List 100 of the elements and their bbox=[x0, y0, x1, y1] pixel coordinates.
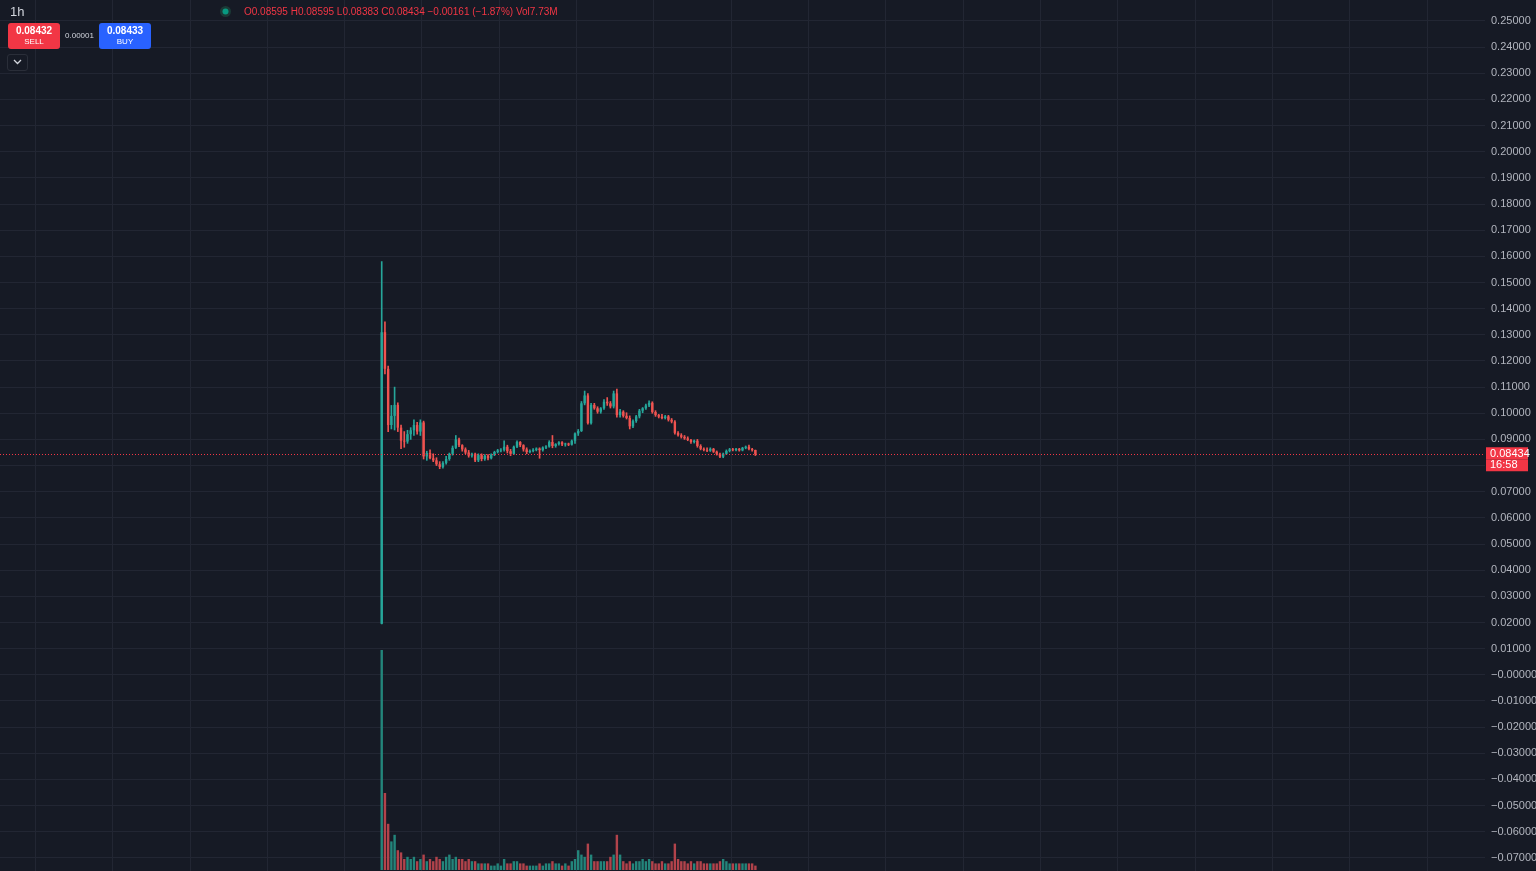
candlestick bbox=[522, 444, 525, 452]
candlestick bbox=[567, 442, 570, 447]
y-tick-label: 0.06000 bbox=[1491, 510, 1531, 523]
bar bbox=[583, 856, 586, 870]
candlestick bbox=[686, 436, 689, 442]
bar bbox=[754, 865, 757, 870]
candlestick bbox=[464, 447, 467, 455]
annotation: BUY bbox=[115, 37, 135, 47]
candlestick bbox=[638, 409, 641, 419]
bar bbox=[419, 859, 422, 870]
candlestick bbox=[435, 457, 438, 466]
candlestick bbox=[622, 410, 625, 418]
y-tick-label: 0.11000 bbox=[1491, 380, 1530, 393]
y-tick-label: 0.01000 bbox=[1491, 641, 1531, 654]
text: O0.08595 H0.08595 L0.08383 C0.08434 −0.00161 (−1.87%) Vol7.73M bbox=[244, 5, 558, 18]
y-tick-label: −0.02000 bbox=[1491, 720, 1536, 733]
y-tick-label: 0.04000 bbox=[1491, 563, 1531, 576]
candlestick bbox=[609, 401, 612, 409]
bar bbox=[725, 861, 728, 870]
bar bbox=[622, 861, 625, 870]
sell-button: 0.08432 SELL bbox=[8, 23, 60, 49]
y-tick-label: 0.23000 bbox=[1491, 66, 1531, 79]
y-tick-label: −0.00000 bbox=[1491, 667, 1536, 680]
text: 16:58 bbox=[1490, 458, 1518, 471]
candlestick bbox=[728, 447, 731, 453]
candlestick bbox=[667, 415, 670, 422]
bar bbox=[506, 863, 509, 870]
bar bbox=[435, 856, 438, 870]
bar bbox=[680, 861, 683, 870]
candlestick bbox=[496, 449, 499, 454]
candlestick bbox=[657, 413, 660, 419]
y-tick-label: 0.10000 bbox=[1491, 406, 1531, 419]
annotation: 0.00001 bbox=[61, 31, 98, 41]
candlestick bbox=[419, 419, 422, 436]
candlestick bbox=[593, 403, 596, 410]
chart-title: 1h bbox=[10, 4, 25, 19]
bar bbox=[580, 854, 583, 870]
candlestick bbox=[438, 461, 441, 470]
y-tick-label: 0.22000 bbox=[1491, 92, 1531, 105]
y-tick-label: −0.07000 bbox=[1491, 850, 1536, 863]
candlestick bbox=[525, 447, 528, 455]
candlestick bbox=[480, 453, 483, 462]
y-tick-label: 0.18000 bbox=[1491, 197, 1531, 210]
candlestick bbox=[651, 401, 654, 414]
candlestick bbox=[554, 443, 557, 448]
y-tick-label: 0.07000 bbox=[1491, 484, 1531, 497]
candlestick bbox=[467, 450, 470, 458]
bar bbox=[728, 863, 731, 870]
candlestick bbox=[509, 449, 512, 456]
candlestick bbox=[393, 386, 396, 431]
candlestick bbox=[680, 433, 683, 439]
y-tick-label: 0.13000 bbox=[1491, 327, 1531, 340]
bar bbox=[641, 859, 644, 870]
y-tick-label: 0.15000 bbox=[1491, 275, 1531, 288]
candlestick bbox=[535, 447, 538, 452]
buy-button: 0.08433 BUY bbox=[99, 23, 151, 49]
bar bbox=[422, 854, 425, 870]
bar bbox=[438, 859, 441, 870]
candlestick bbox=[406, 429, 409, 444]
candlestick bbox=[725, 449, 728, 455]
candlestick bbox=[596, 406, 599, 414]
annotation: 0.08433 bbox=[105, 24, 145, 37]
y-tick-label: 0.20000 bbox=[1491, 144, 1531, 157]
y-tick-label: −0.03000 bbox=[1491, 746, 1536, 759]
bar bbox=[651, 861, 654, 870]
y-tick-label: −0.05000 bbox=[1491, 798, 1536, 811]
candlestick bbox=[493, 450, 496, 456]
candlestick bbox=[741, 446, 744, 452]
candlestick bbox=[712, 447, 715, 453]
bar bbox=[467, 859, 470, 870]
candlestick bbox=[506, 444, 509, 454]
y-tick-label: 0.05000 bbox=[1491, 537, 1531, 550]
y-tick-label: 0.17000 bbox=[1491, 223, 1531, 236]
bar bbox=[448, 854, 451, 870]
y-tick-label: −0.04000 bbox=[1491, 772, 1536, 785]
candlestick bbox=[477, 453, 480, 462]
bar bbox=[525, 865, 528, 870]
candlestick bbox=[612, 390, 615, 409]
candlestick bbox=[754, 449, 757, 456]
y-tick-label: 0.24000 bbox=[1491, 40, 1531, 53]
candlestick bbox=[696, 439, 699, 448]
bar bbox=[696, 861, 699, 870]
y-tick-label: 0.12000 bbox=[1491, 353, 1531, 366]
y-tick-label: 0.16000 bbox=[1491, 249, 1531, 262]
y-tick-label: 0.14000 bbox=[1491, 301, 1531, 314]
y-tick-label: 0.25000 bbox=[1491, 13, 1531, 26]
candlestick bbox=[709, 447, 712, 452]
y-tick-label: 0.03000 bbox=[1491, 589, 1531, 602]
bar bbox=[699, 861, 702, 870]
bar bbox=[393, 834, 396, 870]
candlestick bbox=[641, 407, 644, 414]
y-tick-label: −0.01000 bbox=[1491, 694, 1536, 707]
y-tick-label: 0.21000 bbox=[1491, 118, 1531, 131]
candlestick bbox=[448, 452, 451, 461]
bar bbox=[496, 863, 499, 870]
y-tick-label: 0.19000 bbox=[1491, 170, 1531, 183]
candlestick bbox=[551, 435, 554, 449]
y-tick-label: 0.09000 bbox=[1491, 432, 1531, 445]
y-tick-label: 0.02000 bbox=[1491, 615, 1531, 628]
annotation: 0.08432 bbox=[14, 24, 54, 37]
